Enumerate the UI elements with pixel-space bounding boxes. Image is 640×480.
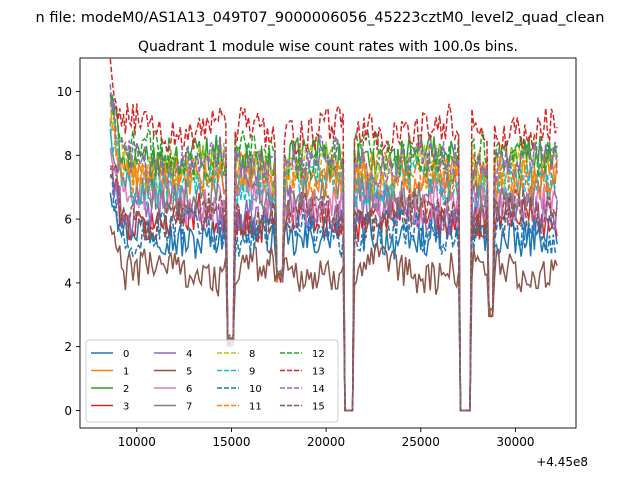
x-offset-text: +4.45e8 — [536, 455, 588, 469]
y-tick-label: 6 — [64, 213, 72, 227]
series-line-11 — [109, 118, 558, 412]
legend-label-4: 4 — [186, 349, 192, 360]
y-axis: 0 2 4 6 8 10 — [57, 85, 80, 418]
x-tick-label: 10000 — [118, 435, 156, 449]
legend-label-15: 15 — [312, 402, 325, 413]
legend-label-1: 1 — [123, 367, 129, 378]
y-tick-label: 10 — [57, 85, 72, 99]
y-tick-label: 4 — [64, 276, 72, 290]
series-line-13 — [109, 58, 558, 412]
series-line-15 — [109, 162, 558, 412]
x-tick-label: 25000 — [402, 435, 440, 449]
x-axis: 10000 15000 20000 25000 30000 — [118, 428, 535, 449]
legend-frame — [85, 339, 339, 423]
suptitle: n file: modeM0/AS1A13_049T07_9000006056_… — [36, 10, 605, 26]
chart-title: Quadrant 1 module wise count rates with … — [138, 39, 518, 55]
legend-label-0: 0 — [123, 349, 129, 360]
series-line-5 — [109, 225, 558, 412]
legend-label-14: 14 — [312, 384, 325, 395]
legend-label-7: 7 — [186, 402, 192, 413]
legend-label-9: 9 — [249, 367, 255, 378]
y-tick-label: 2 — [64, 340, 72, 354]
legend-label-8: 8 — [249, 349, 255, 360]
legend-label-6: 6 — [186, 384, 192, 395]
x-tick-label: 30000 — [496, 435, 534, 449]
legend-label-5: 5 — [186, 367, 192, 378]
legend-label-2: 2 — [123, 384, 129, 395]
legend-label-10: 10 — [249, 384, 262, 395]
axes-frame — [79, 57, 577, 429]
y-tick-label: 8 — [64, 149, 72, 163]
y-tick-label: 0 — [64, 404, 72, 418]
legend-label-12: 12 — [312, 349, 325, 360]
series-line-14 — [109, 84, 558, 412]
series-line-10 — [109, 174, 558, 412]
legend-label-3: 3 — [123, 402, 129, 413]
series-group — [109, 58, 558, 412]
x-tick-label: 15000 — [212, 435, 250, 449]
series-line-12 — [109, 93, 558, 412]
x-tick-label: 20000 — [307, 435, 345, 449]
legend-label-13: 13 — [312, 367, 325, 378]
legend-label-11: 11 — [249, 402, 262, 413]
